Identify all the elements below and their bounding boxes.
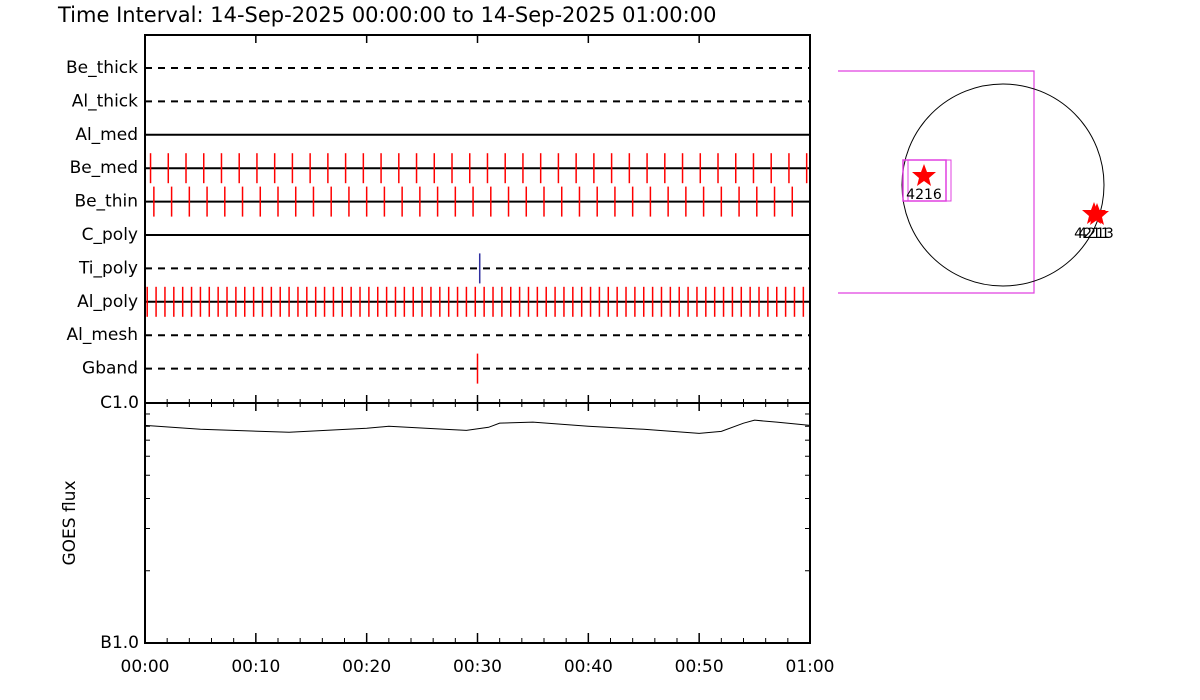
fov-box [838,70,1035,294]
title: Time Interval: 14-Sep-2025 00:00:00 to 1… [57,3,716,27]
x-tick-label: 01:00 [786,657,835,677]
region-star [912,164,936,186]
filter-label: Al_poly [77,292,138,312]
x-tick-label: 00:30 [453,657,502,677]
filter-label: Al_mesh [66,325,138,345]
filter-label: Be_thin [74,192,138,212]
filter-label: Gband [82,359,138,379]
goes-panel [144,402,811,644]
region-label: 4216 [906,187,942,203]
region-box [907,159,952,202]
goes-curve [144,419,811,434]
filter-panel [144,34,811,404]
x-tick-label: 00:00 [121,657,170,677]
filter-label: C_poly [82,225,138,245]
filter-label: Al_med [75,125,138,145]
x-tick-label: 00:40 [564,657,613,677]
solar-disk [901,83,1105,287]
region-label: 4211 [1074,226,1110,242]
x-tick-label: 00:50 [675,657,724,677]
filter-label: Ti_poly [78,258,138,278]
region-star [1085,203,1109,225]
filter-label: Al_thick [72,91,138,111]
x-tick-label: 00:20 [342,657,391,677]
x-tick-label: 00:10 [231,657,280,677]
sun-map: 4216 4211 4213 [838,70,1114,294]
region-label: 4213 [1078,226,1114,242]
filter-label: Be_thick [66,58,138,78]
y-tick-label: B1.0 [100,633,139,653]
y-tick-label: C1.0 [100,393,139,413]
y-axis-label: GOES flux [60,480,80,565]
filter-label: Be_med [70,158,138,178]
